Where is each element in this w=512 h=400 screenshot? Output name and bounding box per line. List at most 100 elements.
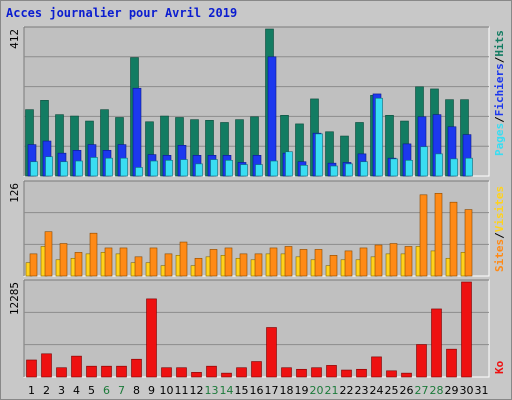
bar-visites <box>255 254 262 276</box>
bar-pages <box>391 159 398 176</box>
bar-visites <box>360 248 367 276</box>
bar-pages <box>181 160 188 176</box>
bar-pages <box>301 165 308 176</box>
bar-pages <box>271 161 278 176</box>
x-tick-label: 21 <box>325 384 339 397</box>
bar-pages <box>91 157 98 176</box>
bar-ko <box>282 368 292 377</box>
x-tick-label: 9 <box>148 384 155 397</box>
bar-visites <box>120 248 127 276</box>
bar-visites <box>195 258 202 276</box>
bar-pages <box>316 134 323 176</box>
bar-pages <box>331 166 338 176</box>
bar-ko <box>27 360 37 377</box>
x-tick-label: 7 <box>118 384 125 397</box>
bar-ko <box>342 370 352 377</box>
bar-ko <box>432 309 442 377</box>
bar-pages <box>451 159 458 176</box>
bar-pages <box>121 158 128 176</box>
bar-ko <box>312 368 322 377</box>
x-tick-label: 25 <box>385 384 399 397</box>
bar-ko <box>177 368 187 377</box>
bar-pages <box>406 160 413 176</box>
bar-pages <box>166 160 173 176</box>
bar-visites <box>375 245 382 276</box>
bar-visites <box>135 257 142 276</box>
x-tick-label: 19 <box>295 384 309 397</box>
panel-visites-sites: 126 <box>8 181 489 276</box>
legend-ko-part: Ko <box>493 360 506 374</box>
bar-visites <box>300 249 307 276</box>
bar-visites <box>45 232 52 276</box>
bar-visites <box>225 248 232 276</box>
bar-pages <box>76 161 83 176</box>
x-tick-label: 28 <box>430 384 444 397</box>
bar-pages <box>361 162 368 176</box>
bar-ko <box>402 373 412 377</box>
bar-ko <box>417 345 427 377</box>
bar-pages <box>226 160 233 176</box>
bar-pages <box>136 167 143 176</box>
bar-fichiers <box>268 57 276 176</box>
x-tick-label: 13 <box>205 384 219 397</box>
x-tick-label: 2 <box>43 384 50 397</box>
x-tick-label: 4 <box>73 384 80 397</box>
bar-pages <box>196 164 203 176</box>
x-tick-label: 15 <box>235 384 249 397</box>
bar-pages <box>286 152 293 176</box>
legend-hits-fichiers-pages-part: Fichiers <box>493 63 506 116</box>
bar-visites <box>315 249 322 276</box>
bar-ko <box>102 366 112 377</box>
bar-pages <box>346 164 353 176</box>
bar-pages <box>421 147 428 176</box>
bar-visites <box>75 252 82 276</box>
bar-ko <box>72 356 82 377</box>
x-tick-label: 10 <box>160 384 174 397</box>
bar-ko <box>297 369 307 377</box>
bar-ko <box>117 366 127 377</box>
x-tick-label: 16 <box>250 384 264 397</box>
bar-visites <box>465 210 472 276</box>
legend-sites-visites-part: Sites <box>493 239 506 272</box>
bar-pages <box>376 98 383 176</box>
x-tick-label: 24 <box>370 384 384 397</box>
x-tick-label: 20 <box>310 384 324 397</box>
bar-visites <box>30 254 37 276</box>
x-tick-label: 1 <box>28 384 35 397</box>
bar-visites <box>105 248 112 276</box>
bar-visites <box>60 244 67 276</box>
bar-visites <box>150 248 157 276</box>
bar-visites <box>435 193 442 276</box>
legend-sites-visites: Sites/Visites <box>493 186 506 272</box>
x-tick-label: 8 <box>133 384 140 397</box>
x-tick-label: 27 <box>415 384 429 397</box>
x-tick-label: 6 <box>103 384 110 397</box>
bar-visites <box>405 246 412 276</box>
y-max-label: 12285 <box>8 282 21 315</box>
legend-sites-visites-part: Visites <box>493 186 506 232</box>
x-tick-label: 11 <box>175 384 189 397</box>
bar-visites <box>240 254 247 276</box>
x-tick-label: 3 <box>58 384 65 397</box>
bar-ko <box>162 368 172 377</box>
bar-pages <box>466 158 473 176</box>
bar-visites <box>180 242 187 276</box>
bar-pages <box>151 161 158 176</box>
x-tick-label: 17 <box>265 384 279 397</box>
bar-pages <box>106 158 113 176</box>
bar-visites <box>210 249 217 276</box>
bar-ko <box>132 359 142 377</box>
bar-visites <box>285 246 292 276</box>
bar-ko <box>192 372 202 377</box>
y-max-label: 126 <box>8 183 21 203</box>
legend-hits-fichiers-pages-part: Pages <box>493 123 506 156</box>
x-tick-label: 18 <box>280 384 294 397</box>
bar-ko <box>372 357 382 377</box>
bar-visites <box>450 202 457 276</box>
bar-visites <box>330 255 337 276</box>
bar-ko <box>387 371 397 377</box>
x-tick-label: 23 <box>355 384 369 397</box>
bar-visites <box>390 244 397 276</box>
x-tick-label: 29 <box>445 384 459 397</box>
panel-ko: 12285 <box>8 280 489 377</box>
